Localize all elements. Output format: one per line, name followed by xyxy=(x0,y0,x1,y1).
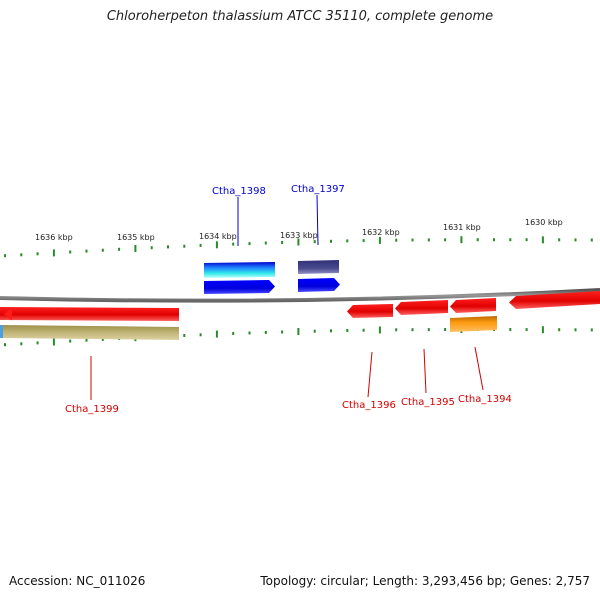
leader-line xyxy=(367,351,373,398)
gene-label[interactable]: Ctha_1397 xyxy=(291,184,345,195)
tick-label: 1630 kbp xyxy=(525,218,563,227)
gene-Ctha_1396[interactable] xyxy=(347,304,393,318)
tick-label: 1633 kbp xyxy=(280,231,318,240)
feature-tan-block[interactable] xyxy=(0,325,179,340)
tick-label: 1636 kbp xyxy=(35,233,73,242)
gene-Ctha_1395[interactable] xyxy=(395,300,448,315)
gene-reverse-right[interactable] xyxy=(509,291,600,309)
feature-slate-block[interactable] xyxy=(298,260,339,274)
gene-Ctha_1394[interactable] xyxy=(450,298,496,313)
leader-line xyxy=(316,194,319,246)
gene-label[interactable]: Ctha_1395 xyxy=(401,397,455,408)
tick-labels: 1636 kbp 1635 kbp 1634 kbp 1633 kbp 1632… xyxy=(35,218,563,242)
genome-backbone xyxy=(0,288,600,303)
genome-summary: Topology: circular; Length: 3,293,456 bp… xyxy=(260,574,590,588)
gene-labels: Ctha_1398 Ctha_1397 Ctha_1399 Ctha_1396 … xyxy=(65,184,512,415)
label-leader-lines xyxy=(90,194,484,400)
gene-label[interactable]: Ctha_1396 xyxy=(342,400,396,411)
tick-label: 1632 kbp xyxy=(362,228,400,237)
tick-label: 1631 kbp xyxy=(443,223,481,232)
feature-cyan-block[interactable] xyxy=(204,262,275,278)
gene-Ctha_1399[interactable] xyxy=(0,307,179,321)
tick-label: 1634 kbp xyxy=(199,232,237,241)
tick-marks-top xyxy=(4,236,593,258)
gene-arrow-tip xyxy=(4,307,12,321)
accession-label: Accession: NC_011026 xyxy=(9,574,146,588)
gene-label[interactable]: Ctha_1399 xyxy=(65,404,119,415)
gene-Ctha_1398[interactable] xyxy=(204,280,275,294)
leader-line xyxy=(474,346,484,391)
leader-line xyxy=(423,348,427,394)
map-title: Chloroherpeton thalassium ATCC 35110, co… xyxy=(106,9,494,24)
gene-Ctha_1397[interactable] xyxy=(298,278,340,292)
feature-light-blue-sliver xyxy=(0,325,3,338)
feature-orange-block[interactable] xyxy=(450,316,497,332)
tick-label: 1635 kbp xyxy=(117,233,155,242)
gene-label[interactable]: Ctha_1398 xyxy=(212,186,266,197)
reverse-strand-features xyxy=(0,291,600,340)
forward-strand-features xyxy=(204,260,340,294)
gene-label[interactable]: Ctha_1394 xyxy=(458,394,512,405)
